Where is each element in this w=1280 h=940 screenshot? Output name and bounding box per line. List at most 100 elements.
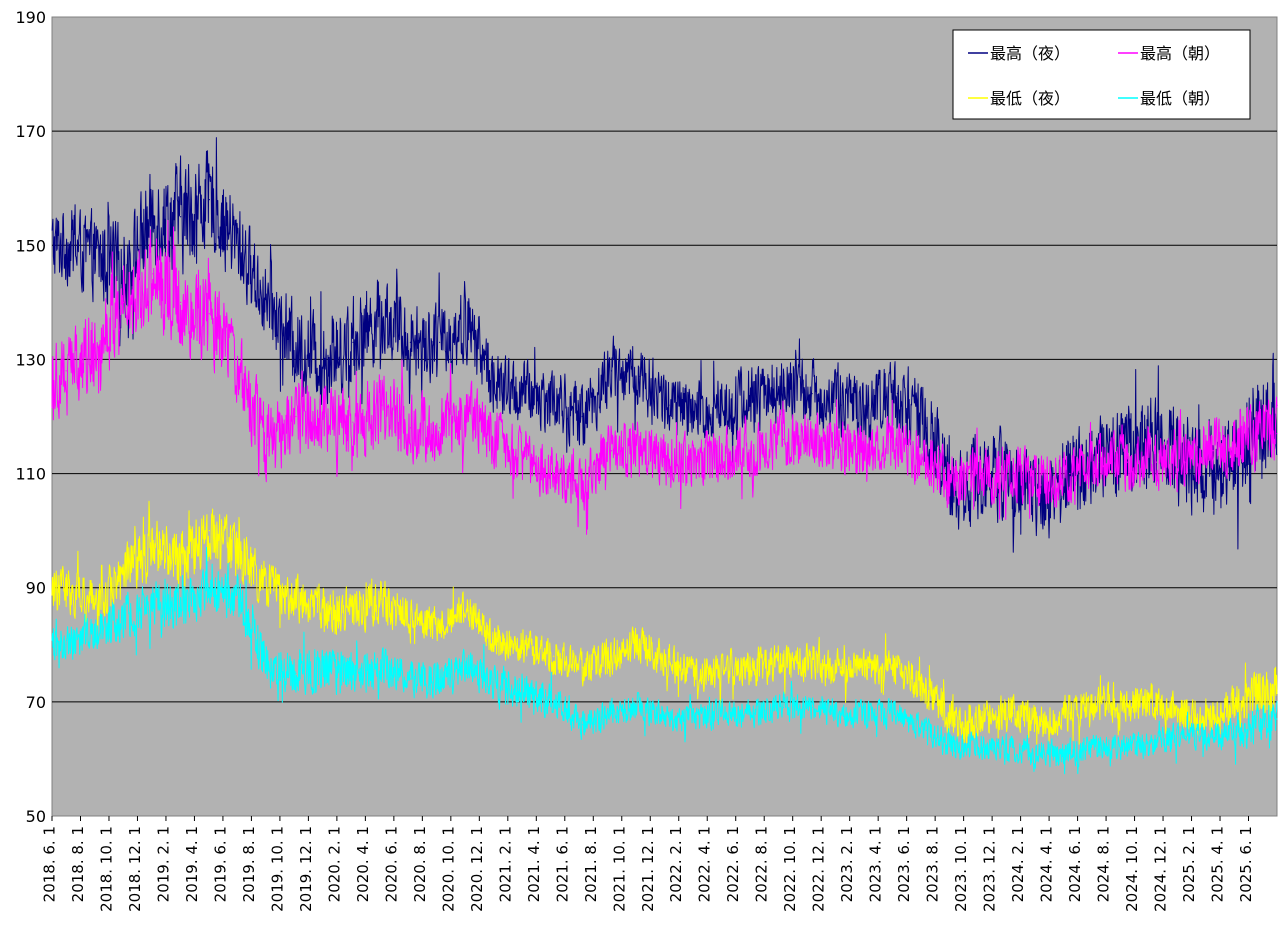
data-point bbox=[94, 632, 96, 634]
x-tick-label: 2022. 12. 1 bbox=[810, 826, 828, 912]
data-point bbox=[1040, 752, 1042, 754]
data-point bbox=[179, 301, 182, 303]
data-point bbox=[381, 404, 383, 406]
x-tick-label: 2023. 2. 1 bbox=[838, 826, 856, 902]
data-point bbox=[668, 661, 670, 663]
data-point bbox=[1276, 718, 1278, 720]
x-tick-label: 2020. 6. 1 bbox=[382, 826, 400, 902]
data-point bbox=[1212, 718, 1214, 720]
data-point bbox=[1184, 735, 1186, 737]
series-line-2 bbox=[51, 219, 1278, 535]
data-point bbox=[896, 667, 899, 669]
data-point bbox=[1069, 712, 1071, 714]
x-tick-label: 2020. 2. 1 bbox=[325, 826, 343, 902]
data-point bbox=[324, 358, 326, 361]
data-point bbox=[1155, 438, 1158, 440]
x-tick-label: 2025. 2. 1 bbox=[1180, 826, 1198, 902]
data-point bbox=[1155, 741, 1158, 743]
data-point bbox=[381, 667, 383, 669]
data-point bbox=[352, 609, 354, 612]
x-tick-label: 2024. 8. 1 bbox=[1095, 826, 1113, 902]
data-point bbox=[1127, 706, 1129, 709]
data-point bbox=[409, 341, 412, 343]
data-point bbox=[352, 421, 354, 423]
data-point bbox=[925, 689, 927, 692]
x-tick-label: 2024. 12. 1 bbox=[1152, 826, 1170, 912]
data-point bbox=[1040, 724, 1042, 726]
y-tick-label: 190 bbox=[15, 8, 46, 27]
y-axis-ticks: 50 70 90 110 130 150 170 190 bbox=[15, 8, 46, 826]
data-point bbox=[983, 746, 985, 749]
x-tick-label: 2020. 12. 1 bbox=[468, 826, 486, 912]
data-point bbox=[782, 706, 785, 709]
data-point bbox=[179, 609, 182, 612]
data-point bbox=[1127, 746, 1129, 749]
data-point bbox=[352, 341, 354, 343]
x-tick-label: 2018. 12. 1 bbox=[126, 826, 144, 912]
data-point bbox=[1012, 746, 1014, 749]
data-point bbox=[581, 667, 583, 669]
data-point bbox=[811, 706, 813, 709]
x-tick-label: 2019. 8. 1 bbox=[240, 826, 258, 902]
x-tick-label: 2018. 6. 1 bbox=[41, 826, 59, 902]
data-point bbox=[1097, 701, 1100, 703]
series-line-3 bbox=[51, 500, 1278, 745]
data-point bbox=[811, 393, 813, 395]
data-point bbox=[610, 712, 613, 714]
y-tick-label: 110 bbox=[15, 465, 46, 484]
data-point bbox=[152, 547, 154, 549]
legend-box bbox=[952, 29, 1251, 120]
x-tick-label: 2023. 4. 1 bbox=[867, 826, 885, 902]
x-tick-label: 2021. 2. 1 bbox=[496, 826, 514, 902]
data-point bbox=[208, 199, 210, 201]
data-point bbox=[237, 244, 239, 246]
x-tick-label: 2019. 10. 1 bbox=[268, 826, 286, 912]
x-tick-label: 2024. 10. 1 bbox=[1123, 826, 1141, 912]
data-point bbox=[610, 655, 613, 657]
x-tick-label: 2024. 6. 1 bbox=[1066, 826, 1084, 902]
data-point bbox=[467, 324, 469, 326]
data-point bbox=[439, 427, 441, 429]
data-point bbox=[610, 450, 613, 452]
data-point bbox=[840, 404, 842, 406]
data-point bbox=[324, 667, 326, 669]
data-point bbox=[668, 404, 670, 406]
series-line-4 bbox=[51, 546, 1278, 775]
x-tick-label: 2021. 10. 1 bbox=[610, 826, 628, 912]
data-point bbox=[868, 404, 870, 406]
x-tick-label: 2023. 10. 1 bbox=[952, 826, 970, 912]
y-tick-label: 90 bbox=[26, 579, 46, 598]
data-point bbox=[840, 667, 842, 669]
x-tick-label: 2020. 8. 1 bbox=[411, 826, 429, 902]
data-point bbox=[811, 661, 813, 663]
x-tick-label: 2025. 6. 1 bbox=[1237, 826, 1255, 902]
data-point bbox=[65, 587, 67, 589]
data-point bbox=[381, 313, 383, 315]
data-point bbox=[724, 455, 727, 458]
x-tick-label: 2022. 8. 1 bbox=[753, 826, 771, 902]
data-point bbox=[753, 450, 755, 452]
data-point bbox=[1069, 472, 1071, 475]
data-point bbox=[782, 661, 785, 663]
series-line-1 bbox=[51, 137, 1278, 553]
data-point bbox=[94, 347, 96, 349]
data-point bbox=[266, 444, 268, 446]
data-point bbox=[266, 301, 268, 303]
x-tick-label: 2021. 6. 1 bbox=[553, 826, 571, 902]
data-point bbox=[840, 712, 842, 714]
data-point bbox=[65, 644, 67, 646]
data-point bbox=[896, 712, 899, 714]
data-point bbox=[1241, 701, 1243, 703]
data-point bbox=[467, 609, 469, 612]
data-point bbox=[381, 598, 383, 600]
data-point bbox=[925, 427, 927, 429]
data-point bbox=[179, 216, 182, 218]
y-tick-label: 150 bbox=[15, 236, 46, 255]
data-point bbox=[65, 244, 67, 246]
data-point bbox=[724, 712, 727, 714]
y-tick-label: 130 bbox=[15, 350, 46, 369]
data-point bbox=[1155, 701, 1158, 703]
data-point bbox=[639, 375, 641, 378]
